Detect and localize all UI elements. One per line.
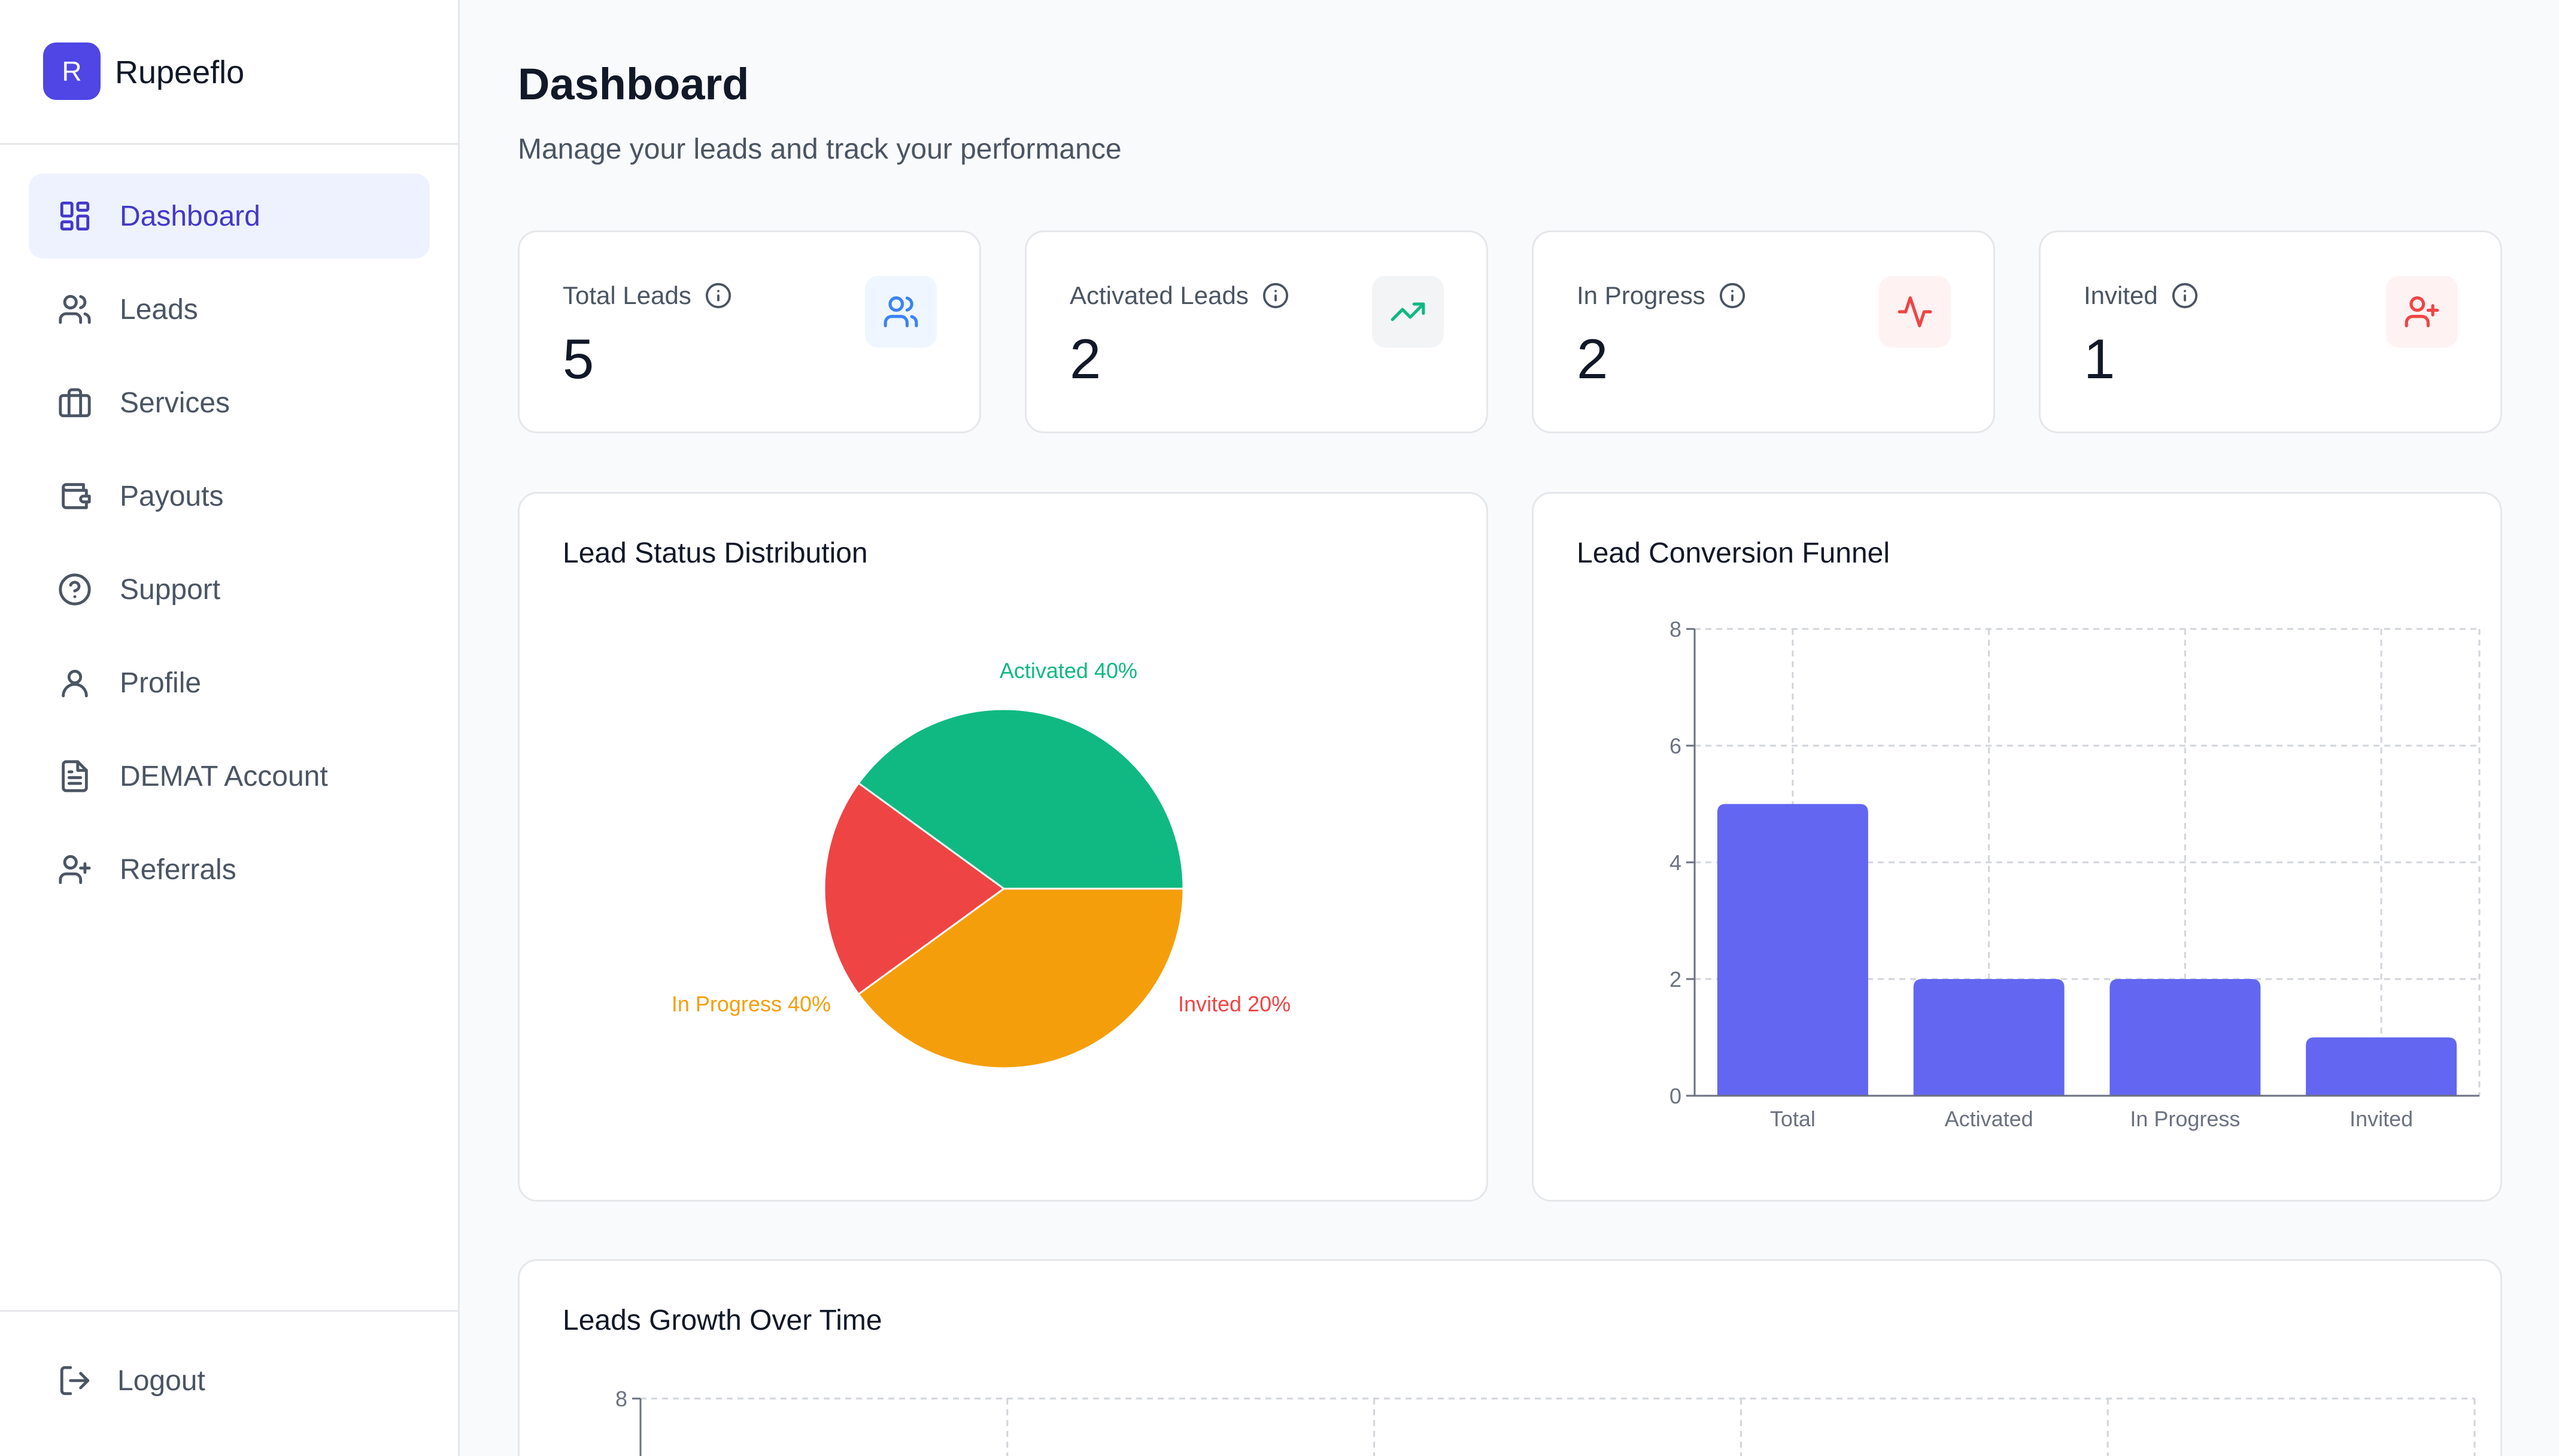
stat-label: In Progress	[1577, 281, 1746, 310]
sidebar-item-services[interactable]: Services	[29, 360, 430, 445]
bar-activated[interactable]	[1913, 979, 2065, 1096]
stat-card-in-progress: In Progress 2	[1532, 230, 1995, 433]
bar-total[interactable]	[1717, 804, 1868, 1096]
pie-label: Invited 20%	[1178, 992, 1291, 1016]
x-tick-label: Activated	[1945, 1107, 2033, 1131]
stat-label-text: Invited	[2084, 281, 2158, 309]
panel-title: Lead Conversion Funnel	[1577, 537, 1890, 569]
stat-value: 1	[2084, 327, 2115, 390]
help-circle-icon	[57, 572, 92, 607]
sidebar: R Rupeeflo Dashboard Leads Services Pa	[0, 0, 460, 1456]
logout-label: Logout	[117, 1364, 205, 1397]
pie-slice-activated[interactable]	[857, 708, 1185, 890]
pie-slice-invited[interactable]	[823, 782, 1006, 996]
stat-label-text: Total Leads	[563, 281, 691, 309]
y-tick-label: 2	[1669, 967, 1681, 992]
users-icon	[865, 276, 937, 348]
brand-header: R Rupeeflo	[0, 0, 458, 145]
y-tick-label: 0	[1669, 1084, 1681, 1108]
stat-label: Total Leads	[563, 281, 732, 310]
pie-label: Activated 40%	[1000, 658, 1137, 683]
line-chart: 8	[615, 1387, 2476, 1456]
sidebar-nav: Dashboard Leads Services Payouts Support	[29, 174, 430, 920]
stat-value: 2	[1070, 327, 1101, 390]
y-tick-label: 8	[615, 1387, 627, 1411]
lead-conversion-funnel-panel: Lead Conversion Funnel Total Activated In …	[1532, 492, 2502, 1202]
stat-label: Activated Leads	[1070, 281, 1289, 310]
sidebar-item-profile[interactable]: Profile	[29, 640, 430, 725]
lead-status-distribution-panel: Lead Status Distribution Activated 40% In…	[518, 492, 1488, 1202]
x-tick-label: Total	[1770, 1107, 1816, 1131]
sidebar-item-referrals[interactable]: Referrals	[29, 827, 430, 912]
info-icon[interactable]	[1262, 282, 1289, 309]
panel-title: Leads Growth Over Time	[563, 1305, 882, 1336]
info-icon[interactable]	[2171, 282, 2199, 309]
trending-up-icon	[1372, 276, 1444, 348]
stat-card-total-leads: Total Leads 5	[518, 230, 981, 433]
sidebar-item-label: Payouts	[120, 480, 224, 512]
dashboard-icon	[57, 199, 92, 233]
user-plus-icon	[57, 852, 92, 887]
x-tick-label: Invited	[2349, 1107, 2413, 1131]
info-icon[interactable]	[1719, 282, 1746, 309]
file-text-icon	[57, 759, 92, 794]
bar-chart: Total Activated In Progress Invited 0 2 4 6 8	[1669, 617, 2481, 1131]
sidebar-item-dashboard[interactable]: Dashboard	[29, 174, 430, 259]
leads-growth-panel: Leads Growth Over Time 8	[518, 1259, 2502, 1456]
sidebar-item-support[interactable]: Support	[29, 547, 430, 632]
logout-button[interactable]: Logout	[57, 1363, 205, 1398]
info-icon[interactable]	[705, 282, 732, 309]
sidebar-item-label: Services	[120, 387, 230, 419]
x-tick-label: In Progress	[2130, 1107, 2240, 1131]
stat-card-invited: Invited 1	[2039, 230, 2502, 433]
page-subtitle: Manage your leads and track your perform…	[518, 133, 1122, 165]
main-content: Dashboard Manage your leads and track yo…	[460, 0, 2559, 1456]
user-plus-icon	[2386, 276, 2458, 348]
sidebar-item-payouts[interactable]: Payouts	[29, 454, 430, 539]
sidebar-item-label: Referrals	[120, 853, 236, 886]
bar-invited[interactable]	[2306, 1037, 2457, 1096]
stat-value: 2	[1577, 327, 1608, 390]
sidebar-item-label: Profile	[120, 667, 202, 699]
user-icon	[57, 665, 92, 700]
sidebar-item-label: DEMAT Account	[120, 760, 328, 792]
sidebar-item-demat-account[interactable]: DEMAT Account	[29, 734, 430, 819]
stat-value: 5	[563, 327, 594, 390]
stat-label-text: Activated Leads	[1070, 281, 1249, 309]
wallet-icon	[57, 479, 92, 513]
users-icon	[57, 292, 92, 327]
logout-icon	[57, 1363, 92, 1398]
brand-name[interactable]: Rupeeflo	[115, 54, 245, 90]
brand-logo[interactable]: R	[43, 42, 101, 100]
stat-label-text: In Progress	[1577, 281, 1705, 309]
sidebar-item-label: Support	[120, 573, 221, 606]
stat-label: Invited	[2084, 281, 2199, 310]
panel-title: Lead Status Distribution	[563, 537, 868, 569]
sidebar-footer: Logout	[0, 1310, 458, 1456]
activity-icon	[1879, 276, 1951, 348]
page-title: Dashboard	[518, 59, 749, 109]
y-tick-label: 6	[1669, 734, 1681, 758]
y-tick-label: 4	[1669, 850, 1681, 875]
pie-chart: Activated 40% Invited 20% In Progress 40%	[672, 658, 1291, 1069]
y-tick-label: 8	[1669, 617, 1681, 642]
sidebar-item-leads[interactable]: Leads	[29, 267, 430, 352]
stat-card-activated-leads: Activated Leads 2	[1025, 230, 1488, 433]
pie-slice-in-progress[interactable]	[857, 887, 1185, 1069]
bar-in-progress[interactable]	[2109, 979, 2261, 1096]
briefcase-icon	[57, 385, 92, 420]
pie-label: In Progress 40%	[672, 992, 831, 1016]
sidebar-item-label: Dashboard	[120, 200, 260, 232]
sidebar-item-label: Leads	[120, 293, 198, 326]
